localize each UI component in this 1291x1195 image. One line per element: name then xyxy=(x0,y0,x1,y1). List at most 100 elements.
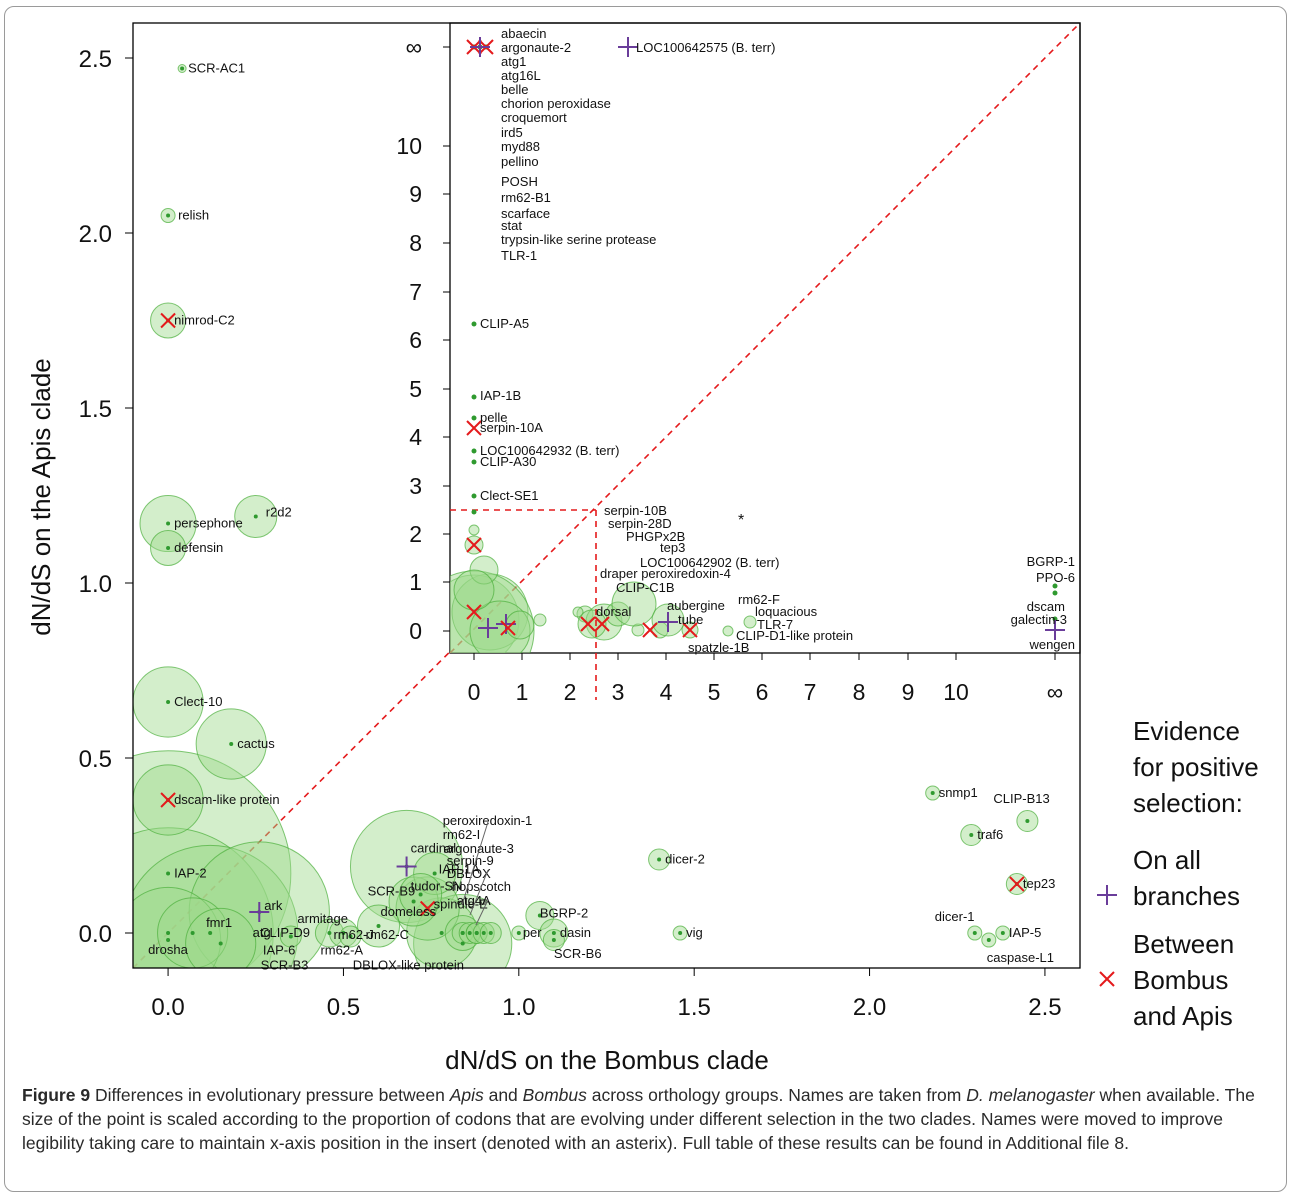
inset-xtick-9: 9 xyxy=(902,679,915,705)
legend-between-marker-b xyxy=(1099,971,1115,987)
ytick-2-5: 2.5 xyxy=(79,46,112,73)
point-traf6 xyxy=(969,833,974,837)
inset-ytick-0: 0 xyxy=(409,618,422,644)
inset-between-3-b xyxy=(500,620,516,636)
point-argonaute-3 xyxy=(467,931,472,935)
inset-label-scarface: scarface xyxy=(501,206,550,221)
point-caspase-l1 xyxy=(986,938,991,942)
inset-label-loquacious: loquacious xyxy=(755,604,818,619)
inset-between-4-b xyxy=(580,616,596,632)
point-iap-5 xyxy=(1000,931,1005,935)
inset-diagonal xyxy=(450,23,1080,653)
inset-label-tlr-7: TLR-7 xyxy=(757,617,793,632)
label-cactus: cactus xyxy=(237,736,275,751)
label-tudor-sn: tudor-SN xyxy=(411,879,463,894)
bubble-scr-b3 xyxy=(185,907,257,968)
label-vig: vig xyxy=(686,925,703,940)
label-fmr1: fmr1 xyxy=(206,915,232,930)
label-scr-b6: SCR-B6 xyxy=(554,946,602,961)
inset-dot-12 xyxy=(1052,616,1058,622)
inset-label-clip-a5: CLIP-A5 xyxy=(480,316,529,331)
inset-label-rm62-b1: rm62-B1 xyxy=(501,190,551,205)
inset-ytick-4: 4 xyxy=(409,424,422,450)
legend: Evidence for positive selection: On all bran… xyxy=(1097,716,1259,1031)
inset-label-iap-1b: IAP-1B xyxy=(480,388,521,403)
figure-frame xyxy=(4,6,1287,1192)
inset-bubble-21 xyxy=(572,606,584,618)
leader-line-0 xyxy=(461,821,489,906)
inset-ytick-10: 10 xyxy=(396,133,422,159)
inset-between-1-b xyxy=(466,537,482,553)
inset-between-0-b xyxy=(466,420,482,436)
inset-dot-5 xyxy=(471,415,477,421)
label-rm62-i: rm62-I xyxy=(443,827,481,842)
inset-xtick-4: 4 xyxy=(660,679,673,705)
ytick-2-0: 2.0 xyxy=(79,221,112,248)
caption-apis: Apis xyxy=(449,1085,484,1105)
inset-label-argonaute-2: argonaute-2 xyxy=(501,40,571,55)
inset-label-loc100642902-b-terr: LOC100642902 (B. terr) xyxy=(640,555,779,570)
inset-bubble-6 xyxy=(468,524,480,536)
inset-label-serpin-10a: serpin-10A xyxy=(480,420,543,435)
inset-ytick-: ∞ xyxy=(406,34,422,60)
leader-line-1 xyxy=(469,869,489,916)
inset-label-pelle: pelle xyxy=(480,410,507,425)
point-rm62-a xyxy=(348,934,353,939)
inset-bubble-7 xyxy=(453,569,495,611)
label-dblox-like-protein: DBLOX-like protein xyxy=(353,958,464,973)
label-traf6: traf6 xyxy=(977,827,1003,842)
label-iap-5: IAP-5 xyxy=(1009,925,1042,940)
label-domeless: domeless xyxy=(381,904,437,919)
point-clip-b13 xyxy=(1025,819,1030,823)
ytick-1-0: 1.0 xyxy=(79,571,112,598)
label-spindle-e: spindle-E xyxy=(434,897,489,912)
inset-between-6-b xyxy=(642,622,658,638)
inset-label-atg16l: atg16L xyxy=(501,68,541,83)
leader-line-2 xyxy=(475,899,489,926)
label-scr-b3: SCR-B3 xyxy=(261,958,309,973)
point-atg xyxy=(190,931,195,935)
legend-all-branches-line-1: branches xyxy=(1133,881,1240,911)
inset-plot: * 0 1 2 3 4 5 6 7 8 9 10 ∞ 0 1 2 3 4 5 6 7 8 9 10 ∞ abaecinargona… xyxy=(396,22,1081,705)
inset-bubble-20 xyxy=(743,615,757,629)
inset-dot-10 xyxy=(1052,583,1058,589)
label-nimrod-c2: nimrod-C2 xyxy=(174,313,235,328)
label-scr-ac1: SCR-AC1 xyxy=(188,61,245,76)
inset-dot-7 xyxy=(471,459,477,465)
label-defensin: defensin xyxy=(174,540,223,555)
point-rm62-j xyxy=(341,931,346,935)
caption-text-4: when available. The size of the point is… xyxy=(22,1085,1255,1153)
inset-between-5-b xyxy=(594,616,610,632)
inset-ytick-3: 3 xyxy=(409,473,422,499)
inset-label-ppo-6: PPO-6 xyxy=(1036,570,1075,585)
label-dicer-2: dicer-2 xyxy=(665,852,705,867)
inset-label-dscam: dscam xyxy=(1027,599,1065,614)
inset-xtick-3: 3 xyxy=(612,679,625,705)
inset-xtick-7: 7 xyxy=(804,679,817,705)
point-scr-b3 xyxy=(218,941,223,946)
label-caspase-l1: caspase-L1 xyxy=(987,950,1054,965)
label-drosha: drosha xyxy=(148,942,189,957)
point-domeless xyxy=(376,924,381,928)
point-dicer-2 xyxy=(657,857,662,862)
main-plot-area xyxy=(133,23,1080,968)
caption-text-3: across orthology groups. Names are taken… xyxy=(586,1085,967,1105)
inset-bubble-12 xyxy=(577,609,607,639)
inset-label-serpin-10b: serpin-10B xyxy=(604,503,667,518)
point-tudor-sn xyxy=(418,892,423,897)
legend-between-line-0: Between xyxy=(1133,929,1234,959)
inset-xtick-1: 1 xyxy=(516,679,529,705)
label-ark: ark xyxy=(264,898,283,913)
label-dasin: dasin xyxy=(560,925,591,940)
legend-between-line-1: Bombus xyxy=(1133,965,1228,995)
label-clip-b13: CLIP-B13 xyxy=(993,791,1049,806)
point-dicer-1 xyxy=(972,931,977,935)
inset-label-croquemort: croquemort xyxy=(501,110,567,125)
inset-label-wengen: wengen xyxy=(1028,637,1075,652)
point-persephone xyxy=(166,521,171,526)
figure-caption: Figure 9 Differences in evolutionary pre… xyxy=(22,1083,1272,1155)
label-dscam-like-protein: dscam-like protein xyxy=(174,792,280,807)
point-scr-b9 xyxy=(411,899,416,904)
marker-nimrod-c2-b xyxy=(160,312,176,329)
label-tep23: tep23 xyxy=(1023,876,1056,891)
